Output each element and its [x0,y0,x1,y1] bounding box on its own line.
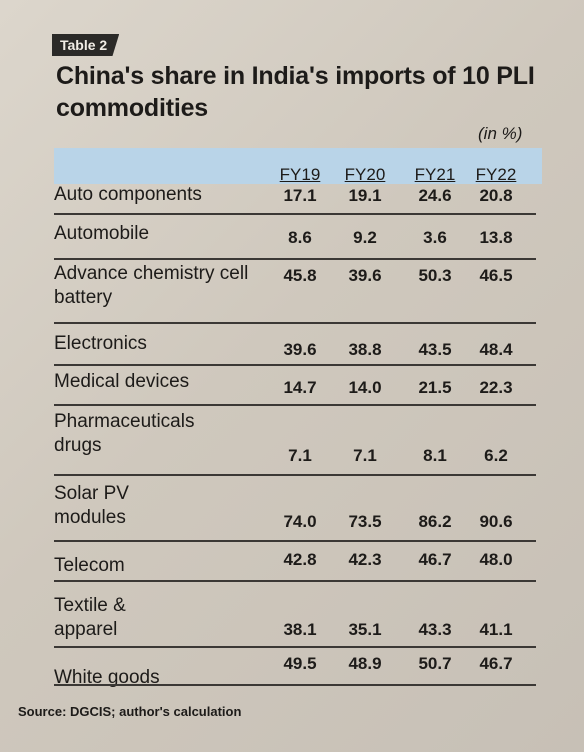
table-cell: 13.8 [479,228,513,247]
table-cell: 43.3 [418,620,452,639]
table-cell: 41.1 [479,620,513,639]
table-cell: 46.7 [418,550,452,569]
table-cell: 50.3 [418,266,452,285]
column-header-fy21: FY21 [414,165,456,184]
row-label-automobile: Automobile [54,223,150,244]
row-label-medical-devices: Medical devices [54,371,190,392]
table-cell: 9.2 [353,228,377,247]
table-cell: 7.1 [288,446,312,465]
table-cell: 90.6 [479,512,513,531]
row-divider [54,540,536,542]
table-cell: 46.7 [479,654,513,673]
table-tag: Table 2 [52,34,120,56]
column-header-fy22: FY22 [475,165,517,184]
table-cell: 38.8 [348,340,382,359]
row-divider [54,213,536,215]
source-note: Source: DGCIS; author's calculation [18,704,242,719]
row-divider [54,322,536,324]
table-cell: 42.3 [348,550,382,569]
column-header-fy19: FY19 [279,165,321,184]
row-divider [54,684,536,686]
row-divider [54,474,536,476]
row-label-pharmaceuticals-drugs: Pharmaceuticals drugs [54,411,195,456]
table-cell: 74.0 [283,512,317,531]
table-cell: 43.5 [418,340,452,359]
row-divider [54,646,536,648]
table-cell: 8.1 [423,446,447,465]
table-cell: 86.2 [418,512,452,531]
table-cell: 73.5 [348,512,382,531]
table-cell: 20.8 [479,186,513,205]
row-divider [54,258,536,260]
row-label-electronics: Electronics [54,333,147,354]
row-label-telecom: Telecom [54,555,125,576]
table-cell: 35.1 [348,620,382,639]
row-divider [54,364,536,366]
table-cell: 46.5 [479,266,513,285]
table-cell: 17.1 [283,186,317,205]
row-label-white-goods: White goods [54,667,160,688]
table-cell: 38.1 [283,620,317,639]
table-cell: 39.6 [348,266,382,285]
row-divider [54,580,536,582]
table-cell: 21.5 [418,378,452,397]
table-cell: 39.6 [283,340,317,359]
table-cell: 22.3 [479,378,513,397]
table-cell: 50.7 [418,654,452,673]
table-cell: 3.6 [423,228,447,247]
row-label-textile-apparel: Textile & apparel [54,595,126,640]
table-cell: 14.7 [283,378,317,397]
table-cell: 14.0 [348,378,382,397]
table-cell: 49.5 [283,654,317,673]
row-divider [54,404,536,406]
table-cell: 19.1 [348,186,382,205]
table-cell: 8.6 [288,228,312,247]
table-cell: 48.0 [479,550,513,569]
row-label-auto-components: Auto components [54,184,202,205]
unit-label: (in %) [478,124,523,143]
column-header-fy20: FY20 [344,165,386,184]
table-title: China's share in India's imports of 10 P… [56,62,535,122]
row-label-solar-pv-modules: Solar PV modules [54,483,129,528]
table-header-bar [54,148,542,184]
table-cell: 45.8 [283,266,317,285]
table-cell: 6.2 [484,446,508,465]
table-cell: 48.4 [479,340,513,359]
row-label-advance-chemistry-cell-battery: Advance chemistry cell battery [54,263,249,308]
table-cell: 48.9 [348,654,382,673]
table-cell: 42.8 [283,550,317,569]
table-cell: 24.6 [418,186,452,205]
table-cell: 7.1 [353,446,377,465]
